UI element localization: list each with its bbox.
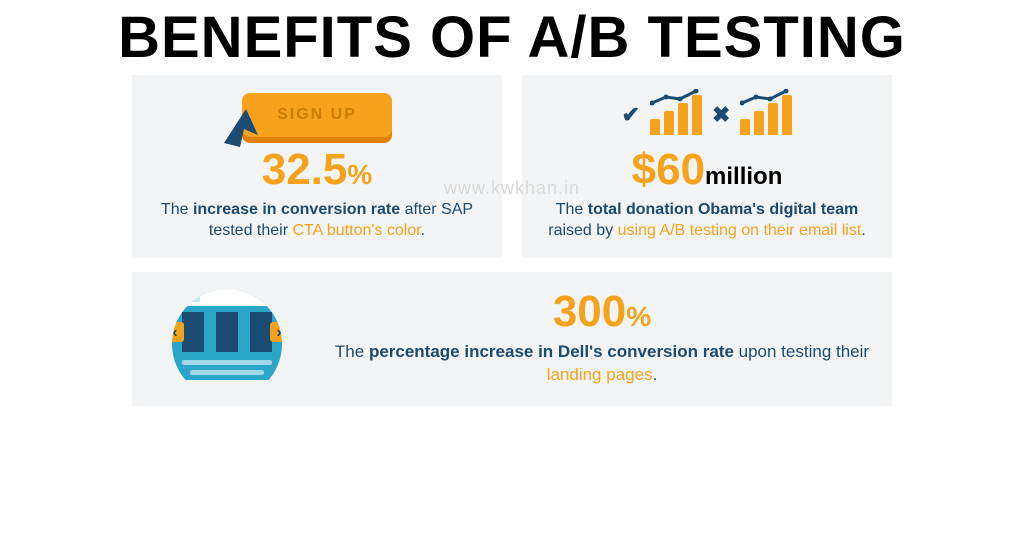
cursor-arrow-icon	[218, 103, 264, 149]
stat2-value-row: $60million	[536, 145, 878, 195]
bar-chart-icon	[650, 95, 702, 135]
bar-chart-icon	[740, 95, 792, 135]
stat-card-dell: ‹ › 300% The percentage increase in Dell…	[132, 272, 892, 406]
stat2-prefix: $	[632, 145, 656, 194]
stat1-description: The increase in conversion rate after SA…	[146, 199, 488, 242]
stat-card-obama: ✔ ✖ $60million	[522, 75, 892, 258]
infographic-title: BENEFITS OF A/B TESTING	[0, 0, 1024, 69]
stat3-description: The percentage increase in Dell's conver…	[332, 341, 872, 387]
svg-text:›: ›	[276, 324, 281, 341]
stat-card-sap: SIGN UP 32.5% The increase in conversion…	[132, 75, 502, 258]
stat3-unit: %	[626, 301, 651, 332]
stat2-value: 60	[656, 145, 705, 194]
signup-button-icon: SIGN UP	[242, 93, 392, 137]
stat1-value-row: 32.5%	[146, 145, 488, 195]
browser-window-icon: ‹ ›	[152, 282, 302, 392]
x-icon: ✖	[712, 102, 730, 128]
trend-line-icon	[650, 89, 702, 107]
trend-line-icon	[740, 89, 792, 107]
stat1-unit: %	[347, 159, 372, 190]
stat2-unit: million	[705, 163, 782, 190]
chart-compare-graphic: ✔ ✖	[536, 85, 878, 145]
signup-button-graphic: SIGN UP	[146, 85, 488, 145]
stat3-value: 300	[553, 287, 626, 336]
svg-text:‹: ‹	[172, 324, 177, 341]
check-icon: ✔	[622, 102, 640, 128]
stat2-description: The total donation Obama's digital team …	[536, 199, 878, 242]
signup-label: SIGN UP	[277, 106, 357, 124]
stat3-value-row: 300%	[332, 287, 872, 337]
stat1-value: 32.5	[262, 145, 348, 194]
